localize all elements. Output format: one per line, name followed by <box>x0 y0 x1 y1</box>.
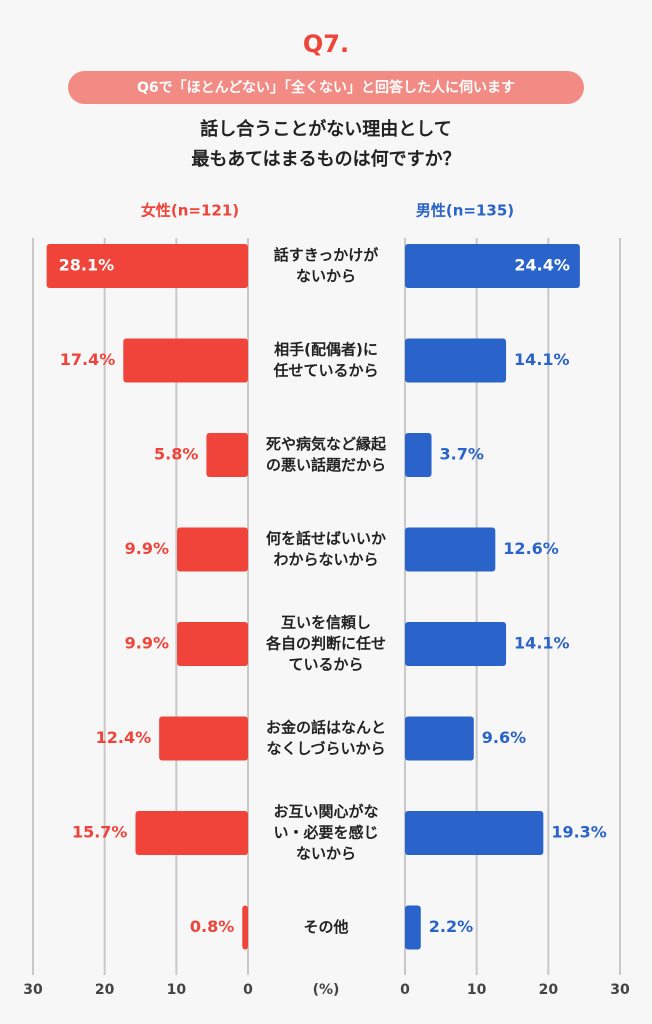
category-label: 任せているから <box>272 362 378 380</box>
category-label: 死や病気など縁起 <box>266 435 387 453</box>
category-label: その他 <box>303 918 348 936</box>
value-label: 14.1% <box>514 350 570 369</box>
legend-female: 女性(n=121) <box>141 202 239 220</box>
category-label: 互いを信頼し <box>281 614 371 632</box>
category-label: 相手(配偶者)に <box>274 341 378 359</box>
category-label: 話すきっかけが <box>274 246 379 264</box>
value-label: 2.2% <box>429 917 473 936</box>
bar <box>135 811 248 855</box>
bar <box>405 527 496 572</box>
bar <box>405 244 580 288</box>
x-tick-label: 0 <box>400 982 410 998</box>
question-line: 最もあてはまるものは何ですか？ <box>191 148 460 170</box>
category-label: ているから <box>288 656 363 674</box>
subtitle-pill <box>68 71 584 104</box>
value-label: 12.4% <box>96 728 152 747</box>
question-line: 話し合うことがない理由として <box>200 118 451 140</box>
value-label: 12.6% <box>503 539 559 558</box>
bar <box>159 716 248 761</box>
value-label: 15.7% <box>72 823 128 842</box>
bar <box>177 622 248 666</box>
value-label: 5.8% <box>154 445 198 464</box>
subtitle: Q6で「ほとんどない」「全くない」と回答した人に伺います <box>137 79 515 96</box>
x-tick-label: 10 <box>167 982 187 998</box>
bar <box>405 622 507 666</box>
category-label: わからないから <box>273 551 378 569</box>
value-label: 28.1% <box>59 256 115 275</box>
category-label: い・必要を感じ <box>273 824 378 842</box>
x-tick-label: 30 <box>610 982 630 998</box>
category-label: ないから <box>296 845 356 863</box>
bar <box>177 527 248 572</box>
x-tick-label: 30 <box>23 982 43 998</box>
bar <box>405 433 432 477</box>
bar <box>123 338 248 383</box>
value-label: 19.3% <box>551 823 607 842</box>
value-label: 9.9% <box>125 634 169 653</box>
category-label: の悪い話題だから <box>266 456 386 474</box>
value-label: 9.9% <box>125 539 169 558</box>
value-label: 9.6% <box>482 728 526 747</box>
value-label: 3.7% <box>440 445 484 464</box>
chart-title: Q7. <box>303 30 349 58</box>
value-label: 14.1% <box>514 634 570 653</box>
category-label: 何を話せばいいか <box>266 530 386 548</box>
value-label: 24.4% <box>514 256 570 275</box>
x-tick-label: 10 <box>467 982 487 998</box>
x-tick-label: 20 <box>539 982 559 998</box>
category-label: お互い関心がな <box>273 803 378 821</box>
category-label: 各自の判断に任せ <box>265 635 386 653</box>
value-label: 0.8% <box>190 917 234 936</box>
category-label: ないから <box>296 267 356 285</box>
bar <box>242 905 248 950</box>
x-axis-label: (%) <box>313 982 340 998</box>
category-label: お金の話はなんと <box>266 719 386 737</box>
bar <box>206 433 248 477</box>
bar <box>405 811 544 855</box>
x-tick-label: 20 <box>95 982 115 998</box>
legend-male: 男性(n=135) <box>416 202 514 220</box>
category-label: なくしづらいから <box>266 740 385 758</box>
bar <box>405 905 421 950</box>
x-tick-label: 0 <box>243 982 253 998</box>
bar <box>46 244 248 288</box>
bar <box>405 716 474 761</box>
bar <box>405 338 507 383</box>
value-label: 17.4% <box>60 350 116 369</box>
